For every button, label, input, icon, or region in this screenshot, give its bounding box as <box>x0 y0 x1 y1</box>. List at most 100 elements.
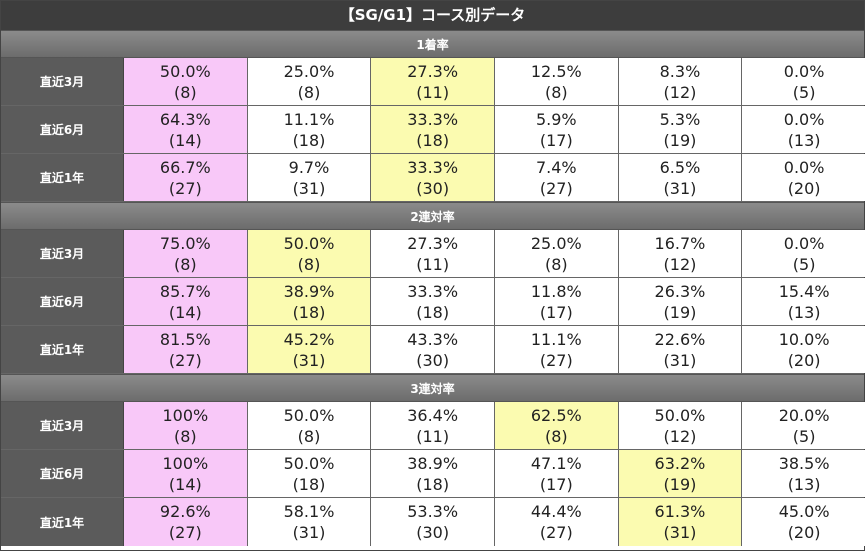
data-cell: 92.6% (27) <box>124 498 248 546</box>
row-label: 直近1年 <box>1 326 124 373</box>
section-header: 3連対率 <box>1 374 864 402</box>
data-cell: 75.0% (8) <box>124 230 248 277</box>
count-value: (19) <box>663 130 697 150</box>
pct-value: 50.0% <box>283 453 335 473</box>
data-cell: 16.7% (12) <box>618 230 743 277</box>
count-value: (18) <box>416 474 450 494</box>
count-value: (27) <box>539 523 573 542</box>
table-row: 直近3月 50.0% (8) 25.0% (8) 27.3% (11) 12.5% (8… <box>1 58 865 106</box>
count-value: (8) <box>173 82 197 102</box>
pct-value: 9.7% <box>288 157 330 177</box>
data-cell: 33.3% (18) <box>371 278 495 325</box>
count-value: (8) <box>297 254 321 274</box>
data-cell: 10.0% (20) <box>742 326 865 373</box>
pct-value: 16.7% <box>654 233 706 253</box>
pct-value: 53.3% <box>407 502 459 521</box>
row-label: 直近3月 <box>1 402 124 449</box>
row-label: 直近6月 <box>1 278 124 325</box>
count-value: (31) <box>292 523 326 542</box>
data-cell: 33.3% (30) <box>371 154 495 201</box>
pct-value: 38.5% <box>778 453 830 473</box>
count-value: (8) <box>544 254 568 274</box>
data-cell: 26.3% (19) <box>618 278 743 325</box>
data-cell: 36.4% (11) <box>371 402 495 449</box>
count-value: (18) <box>292 474 326 494</box>
count-value: (31) <box>663 178 697 198</box>
data-cell: 25.0% (8) <box>494 230 619 277</box>
data-cell: 50.0% (8) <box>247 402 372 449</box>
count-value: (30) <box>416 178 450 198</box>
pct-value: 7.4% <box>535 157 577 177</box>
count-value: (31) <box>663 350 697 370</box>
pct-value: 11.1% <box>283 109 335 129</box>
data-cell: 43.3% (30) <box>371 326 495 373</box>
pct-value: 64.3% <box>159 109 211 129</box>
count-value: (12) <box>663 426 697 446</box>
table-row: 直近1年 92.6% (27) 58.1% (31) 53.3% (30) 44.4%… <box>1 498 865 546</box>
count-value: (8) <box>544 426 568 446</box>
data-cell: 45.0% (20) <box>742 498 865 546</box>
data-cell: 64.3% (14) <box>124 106 248 153</box>
pct-value: 25.0% <box>283 61 335 81</box>
pct-value: 10.0% <box>778 329 830 349</box>
data-cell: 45.2% (31) <box>247 326 372 373</box>
count-value: (19) <box>663 474 697 494</box>
count-value: (30) <box>416 523 450 542</box>
count-value: (18) <box>292 130 326 150</box>
pct-value: 100% <box>162 453 209 473</box>
pct-value: 27.3% <box>407 61 459 81</box>
data-cell: 0.0% (20) <box>742 154 865 201</box>
data-cell: 6.5% (31) <box>618 154 743 201</box>
count-value: (27) <box>168 350 202 370</box>
count-value: (11) <box>416 82 450 102</box>
count-value: (18) <box>416 130 450 150</box>
pct-value: 47.1% <box>530 453 582 473</box>
pct-value: 20.0% <box>778 405 830 425</box>
data-cell: 38.9% (18) <box>371 450 495 497</box>
count-value: (13) <box>787 474 821 494</box>
data-cell: 50.0% (12) <box>618 402 743 449</box>
row-label: 直近3月 <box>1 58 124 105</box>
pct-value: 36.4% <box>407 405 459 425</box>
pct-value: 38.9% <box>407 453 459 473</box>
pct-value: 62.5% <box>530 405 582 425</box>
data-cell: 44.4% (27) <box>494 498 619 546</box>
count-value: (31) <box>292 350 326 370</box>
data-cell: 58.1% (31) <box>247 498 372 546</box>
count-value: (14) <box>168 302 202 322</box>
data-cell: 50.0% (8) <box>247 230 372 277</box>
data-cell: 12.5% (8) <box>494 58 619 105</box>
pct-value: 12.5% <box>530 61 582 81</box>
data-cell: 100% (8) <box>124 402 248 449</box>
data-cell: 0.0% (13) <box>742 106 865 153</box>
section-top3-rate: 3連対率 直近3月 100% (8) 50.0% (8) 36.4% (11) 62.… <box>1 374 865 546</box>
pct-value: 6.5% <box>659 157 701 177</box>
count-value: (18) <box>416 302 450 322</box>
pct-value: 25.0% <box>530 233 582 253</box>
pct-value: 5.3% <box>659 109 701 129</box>
pct-value: 50.0% <box>159 61 211 81</box>
pct-value: 58.1% <box>283 502 335 521</box>
pct-value: 27.3% <box>407 233 459 253</box>
count-value: (27) <box>539 350 573 370</box>
data-cell: 5.9% (17) <box>494 106 619 153</box>
pct-value: 8.3% <box>659 61 701 81</box>
count-value: (8) <box>173 254 197 274</box>
pct-value: 85.7% <box>159 281 211 301</box>
data-cell: 47.1% (17) <box>494 450 619 497</box>
count-value: (27) <box>168 523 202 542</box>
count-value: (20) <box>787 523 821 542</box>
count-value: (27) <box>539 178 573 198</box>
data-cell: 22.6% (31) <box>618 326 743 373</box>
data-cell: 81.5% (27) <box>124 326 248 373</box>
pct-value: 22.6% <box>654 329 706 349</box>
pct-value: 26.3% <box>654 281 706 301</box>
data-cell: 61.3% (31) <box>618 498 743 546</box>
table-row: 直近6月 64.3% (14) 11.1% (18) 33.3% (18) 5.9%(… <box>1 106 865 154</box>
data-cell: 53.3% (30) <box>371 498 495 546</box>
count-value: (17) <box>539 130 573 150</box>
row-label: 直近6月 <box>1 106 124 153</box>
data-cell: 50.0% (8) <box>124 58 248 105</box>
data-cell: 20.0% (5) <box>742 402 865 449</box>
data-cell: 33.3% (18) <box>371 106 495 153</box>
